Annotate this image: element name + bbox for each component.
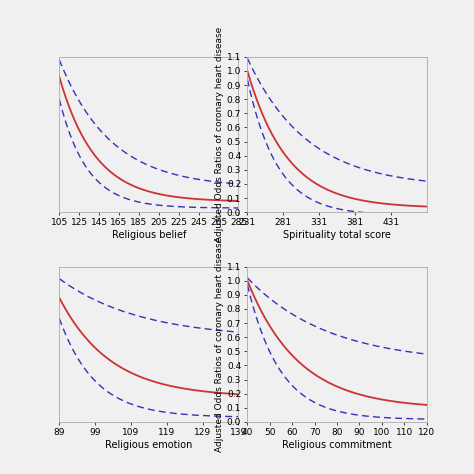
Y-axis label: Adjusted Odds Ratios of coronary heart disease: Adjusted Odds Ratios of coronary heart d… <box>215 27 224 242</box>
X-axis label: Religious commitment: Religious commitment <box>282 440 392 450</box>
X-axis label: Religious emotion: Religious emotion <box>105 440 192 450</box>
X-axis label: Religious belief: Religious belief <box>112 230 186 240</box>
X-axis label: Spirituality total score: Spirituality total score <box>283 230 391 240</box>
Y-axis label: Adjusted Odds Ratios of coronary heart disease: Adjusted Odds Ratios of coronary heart d… <box>215 237 224 452</box>
